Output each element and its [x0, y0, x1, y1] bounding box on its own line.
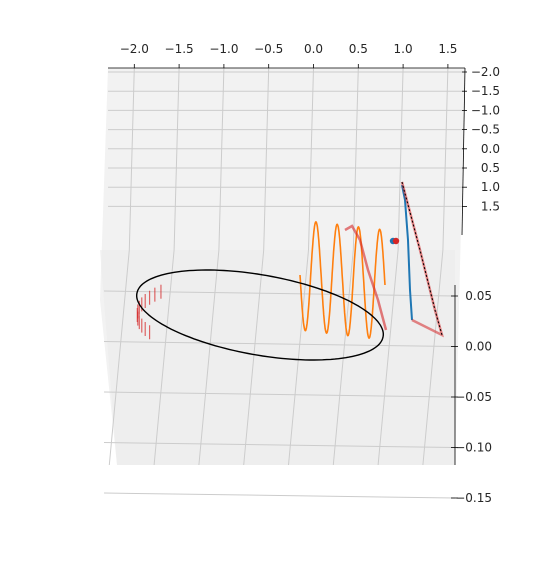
grid-line-z: [103, 442, 456, 448]
z-tick-label: −0.05: [455, 390, 492, 404]
point-marker: [392, 237, 400, 245]
grid-line-x: [243, 67, 270, 466]
axis-spines: [108, 67, 466, 465]
blue-loop-line: [401, 184, 413, 321]
tick-labels: −2.0 −1.5 −1.0 −0.5 0.0 0.5 1.0 1.5 −2.0 −1.5 −1.0…: [120, 42, 500, 505]
y-tick-label: −1.5: [471, 84, 500, 98]
x-tick-label: −0.5: [254, 42, 283, 56]
y-tick-label: 0.0: [481, 142, 500, 156]
x-tick-label: −1.5: [165, 42, 194, 56]
y-tick-label: −2.0: [471, 65, 500, 79]
grid-line-z: [103, 341, 456, 347]
black-loop-dash: [401, 181, 443, 336]
grid-line-x: [288, 67, 314, 466]
black-orbit-line: [135, 269, 384, 361]
grid-line-z: [103, 290, 456, 297]
x-tick-label: 1.5: [438, 42, 457, 56]
grid-line-x: [332, 67, 359, 466]
grid-line-x: [377, 67, 404, 466]
x-tick-label: −1.0: [209, 42, 238, 56]
x-tick-label: 1.0: [394, 42, 413, 56]
z-tick-label: 0.00: [465, 340, 492, 354]
grid-lines: [103, 67, 462, 499]
x-tick-label: 0.0: [304, 42, 323, 56]
y-tick-label: 1.5: [481, 199, 500, 213]
y-tick-label: −1.0: [471, 103, 500, 117]
z-tick-label: −0.15: [455, 491, 492, 505]
grid-line-x: [422, 67, 449, 466]
x-tick-label: 0.5: [349, 42, 368, 56]
red-crest-segment: [344, 224, 388, 331]
y-tick-label: −0.5: [471, 123, 500, 137]
orange-series-line: [299, 220, 386, 340]
grid-line-z: [103, 492, 456, 499]
z-tick-label: −0.10: [455, 441, 492, 455]
x-tick-label: −2.0: [120, 42, 149, 56]
axis-panes: [100, 68, 465, 465]
grid-line-z: [103, 391, 456, 398]
data-series: [135, 181, 444, 361]
y-tick-label: 1.0: [481, 180, 500, 194]
y-tick-label: 0.5: [481, 161, 500, 175]
grid-line-x: [153, 67, 180, 466]
y-axis-spine: [461, 67, 466, 236]
grid-line-x: [108, 67, 135, 466]
z-tick-label: 0.05: [465, 289, 492, 303]
